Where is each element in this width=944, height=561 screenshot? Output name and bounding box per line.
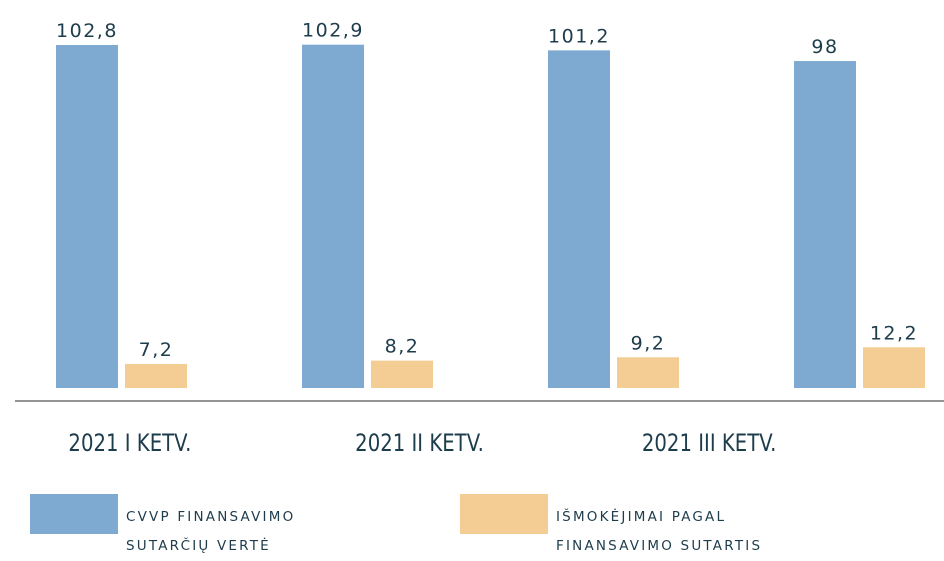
value-label: 7,2 bbox=[139, 339, 174, 361]
bar bbox=[56, 45, 118, 388]
legend-label: IŠMOKĖJIMAI PAGAL FINANSAVIMO SUTARTIS bbox=[556, 509, 763, 554]
x-tick-label: 2021 I KETV. bbox=[68, 430, 191, 457]
x-tick-label: 2021 II KETV. bbox=[355, 430, 484, 457]
legend-label: CVVP FINANSAVIMO SUTARČIŲ VERTĖ bbox=[126, 509, 296, 554]
bar bbox=[617, 357, 679, 388]
value-label: 12,2 bbox=[870, 322, 918, 344]
bar bbox=[125, 363, 187, 388]
value-label: 8,2 bbox=[385, 336, 420, 358]
value-label: 9,2 bbox=[631, 332, 666, 354]
legend-swatch bbox=[460, 494, 548, 534]
value-label: 102,8 bbox=[56, 20, 118, 42]
value-label: 98 bbox=[811, 36, 838, 58]
bar bbox=[863, 347, 925, 388]
legend-swatch bbox=[30, 494, 118, 534]
bar bbox=[794, 61, 856, 388]
value-label: 102,9 bbox=[302, 20, 364, 42]
bar bbox=[302, 44, 364, 389]
bar bbox=[371, 360, 433, 388]
bar bbox=[548, 50, 610, 389]
value-label: 101,2 bbox=[548, 25, 610, 47]
x-tick-label: 2021 III KETV. bbox=[642, 430, 777, 457]
